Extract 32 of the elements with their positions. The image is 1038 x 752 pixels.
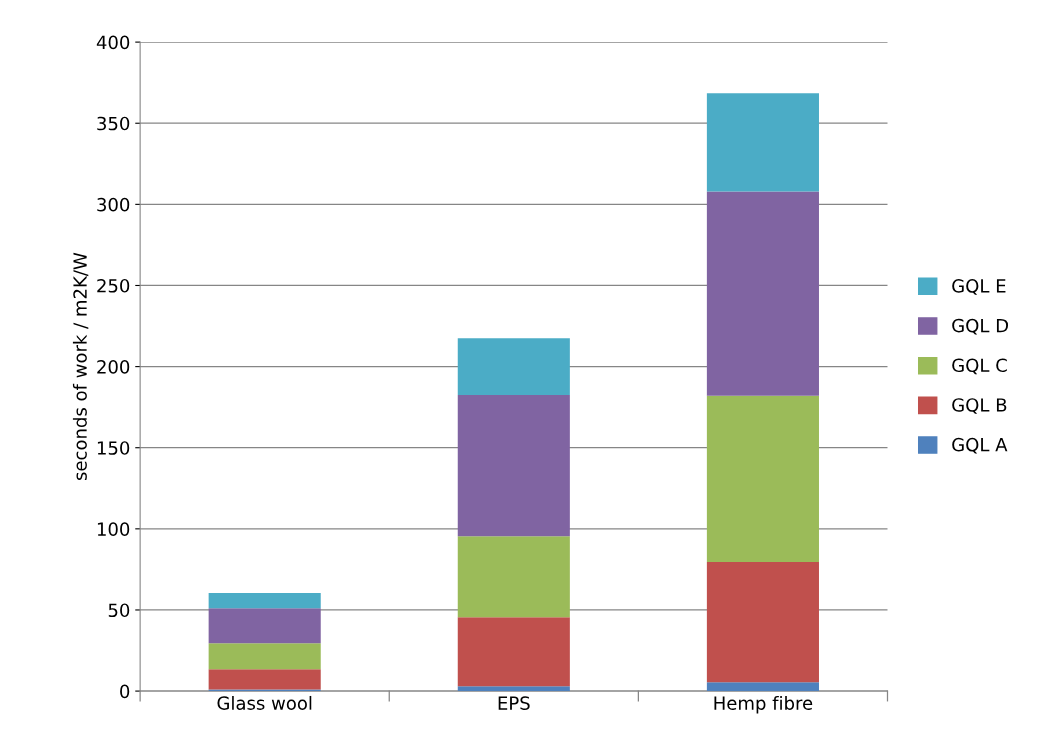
- bar: [208, 592, 321, 609]
- bar: [208, 643, 321, 670]
- bar: [706, 395, 819, 563]
- x-tick-label: EPS: [498, 696, 530, 710]
- bar: [208, 669, 321, 690]
- legend-label: GQL B: [952, 398, 1007, 414]
- bar: [457, 617, 570, 687]
- y-tick-label: 100: [97, 522, 130, 536]
- bar: [457, 338, 570, 395]
- bar: [706, 682, 819, 692]
- legend-label: GQL A: [952, 437, 1008, 454]
- bar: [457, 536, 570, 618]
- y-tick-label: 150: [97, 441, 130, 455]
- bar: [457, 686, 570, 692]
- x-tick-label: Hemp fibre: [714, 695, 813, 714]
- bar: [208, 608, 321, 644]
- legend-label: GQL E: [952, 279, 1006, 295]
- y-tick-label: 50: [108, 603, 130, 618]
- y-tick-label: 350: [97, 116, 130, 131]
- y-tick-label: 200: [97, 360, 130, 374]
- y-tick-label: 400: [96, 35, 130, 50]
- y-tick-label: 250: [97, 278, 130, 293]
- bar: [706, 191, 819, 396]
- legend-label: GQL D: [952, 318, 1009, 335]
- legend-label: GQL C: [952, 358, 1007, 375]
- y-tick-label: 0: [120, 684, 130, 699]
- bar: [706, 562, 819, 683]
- bar: [457, 394, 570, 537]
- y-tick-label: 300: [97, 197, 130, 212]
- bar: [706, 93, 819, 192]
- y-axis-title: seconds of work / m2K/W: [72, 252, 89, 481]
- x-tick-label: Glass wool: [217, 695, 312, 710]
